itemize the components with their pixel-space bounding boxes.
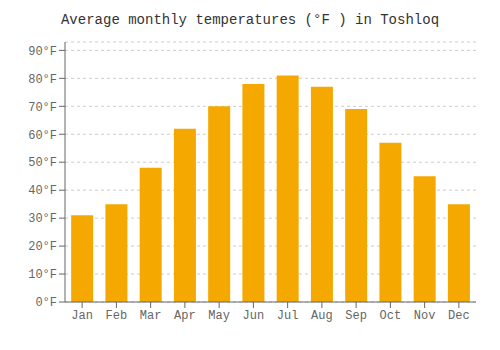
svg-text:10°F: 10°F — [28, 268, 57, 282]
svg-text:Oct: Oct — [380, 309, 402, 323]
svg-text:Aug: Aug — [311, 309, 333, 323]
svg-text:Jul: Jul — [277, 309, 299, 323]
svg-text:50°F: 50°F — [28, 156, 57, 170]
svg-text:Dec: Dec — [448, 309, 470, 323]
svg-text:80°F: 80°F — [28, 73, 57, 87]
svg-text:90°F: 90°F — [28, 45, 57, 59]
svg-text:Apr: Apr — [174, 309, 196, 323]
svg-text:Sep: Sep — [345, 309, 367, 323]
svg-text:30°F: 30°F — [28, 212, 57, 226]
svg-text:Nov: Nov — [414, 309, 436, 323]
svg-text:Jun: Jun — [243, 309, 265, 323]
svg-text:20°F: 20°F — [28, 240, 57, 254]
html-text:Average monthly temperatures (: Average monthly temperatures (°F ) in To… — [61, 12, 439, 28]
svg-text:Feb: Feb — [106, 309, 128, 323]
svg-text:Mar: Mar — [140, 309, 162, 323]
svg-text:Jan: Jan — [71, 309, 93, 323]
svg-text:40°F: 40°F — [28, 184, 57, 198]
svg-text:70°F: 70°F — [28, 101, 57, 115]
svg-text:May: May — [208, 309, 230, 323]
svg-text:0°F: 0°F — [35, 296, 57, 310]
svg-text:60°F: 60°F — [28, 129, 57, 143]
